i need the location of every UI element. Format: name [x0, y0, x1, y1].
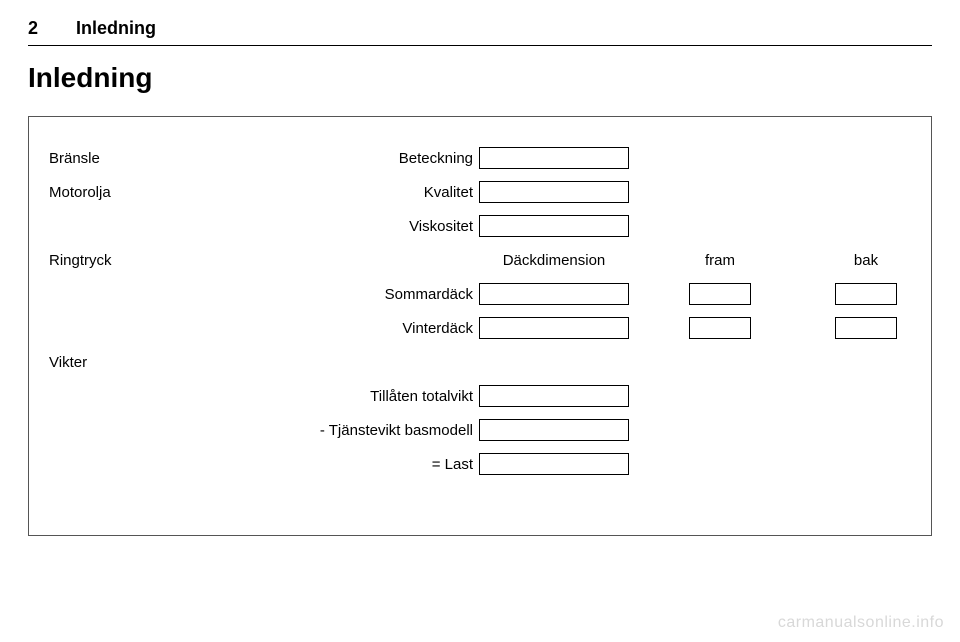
- row-total-weight: Tillåten totalvikt: [49, 379, 911, 413]
- label-viscosity: Viskositet: [139, 218, 479, 235]
- input-load[interactable]: [479, 453, 629, 475]
- label-quality: Kvalitet: [139, 184, 479, 201]
- page-header: 2 Inledning: [28, 18, 932, 39]
- input-total[interactable]: [479, 385, 629, 407]
- row-tire-header: Ringtryck Däckdimension fram bak: [49, 243, 911, 277]
- label-base: - Tjänstevikt basmodell: [139, 422, 479, 439]
- input-viscosity[interactable]: [479, 215, 629, 237]
- label-summer: Sommardäck: [139, 286, 479, 303]
- input-winter-dim[interactable]: [479, 317, 629, 339]
- row-weights-category: Vikter: [49, 345, 911, 379]
- row-oil-quality: Motorolja Kvalitet: [49, 175, 911, 209]
- category-oil: Motorolja: [49, 184, 139, 201]
- row-oil-viscosity: Viskositet: [49, 209, 911, 243]
- input-winter-rear[interactable]: [835, 317, 897, 339]
- input-quality[interactable]: [479, 181, 629, 203]
- row-fuel: Bränsle Beteckning: [49, 141, 911, 175]
- watermark: carmanualsonline.info: [778, 614, 944, 632]
- input-base[interactable]: [479, 419, 629, 441]
- input-winter-front[interactable]: [689, 317, 751, 339]
- section-name: Inledning: [76, 18, 156, 39]
- row-load: = Last: [49, 447, 911, 481]
- page: 2 Inledning Inledning Bränsle Beteckning…: [0, 0, 960, 536]
- label-designation: Beteckning: [139, 150, 479, 167]
- input-summer-dim[interactable]: [479, 283, 629, 305]
- row-base-weight: - Tjänstevikt basmodell: [49, 413, 911, 447]
- category-tires: Ringtryck: [49, 252, 139, 269]
- page-title: Inledning: [28, 62, 932, 94]
- label-winter: Vinterdäck: [139, 320, 479, 337]
- label-total: Tillåten totalvikt: [139, 388, 479, 405]
- category-weights: Vikter: [49, 354, 139, 371]
- header-front: fram: [689, 252, 751, 269]
- header-rear: bak: [835, 252, 897, 269]
- form-panel: Bränsle Beteckning Motorolja Kvalitet Vi…: [28, 116, 932, 536]
- label-load: = Last: [139, 456, 479, 473]
- input-summer-front[interactable]: [689, 283, 751, 305]
- row-summer-tires: Sommardäck: [49, 277, 911, 311]
- header-rule: [28, 45, 932, 46]
- row-winter-tires: Vinterdäck: [49, 311, 911, 345]
- page-number: 2: [28, 18, 38, 39]
- input-designation[interactable]: [479, 147, 629, 169]
- input-summer-rear[interactable]: [835, 283, 897, 305]
- category-fuel: Bränsle: [49, 150, 139, 167]
- header-dimension: Däckdimension: [479, 252, 629, 269]
